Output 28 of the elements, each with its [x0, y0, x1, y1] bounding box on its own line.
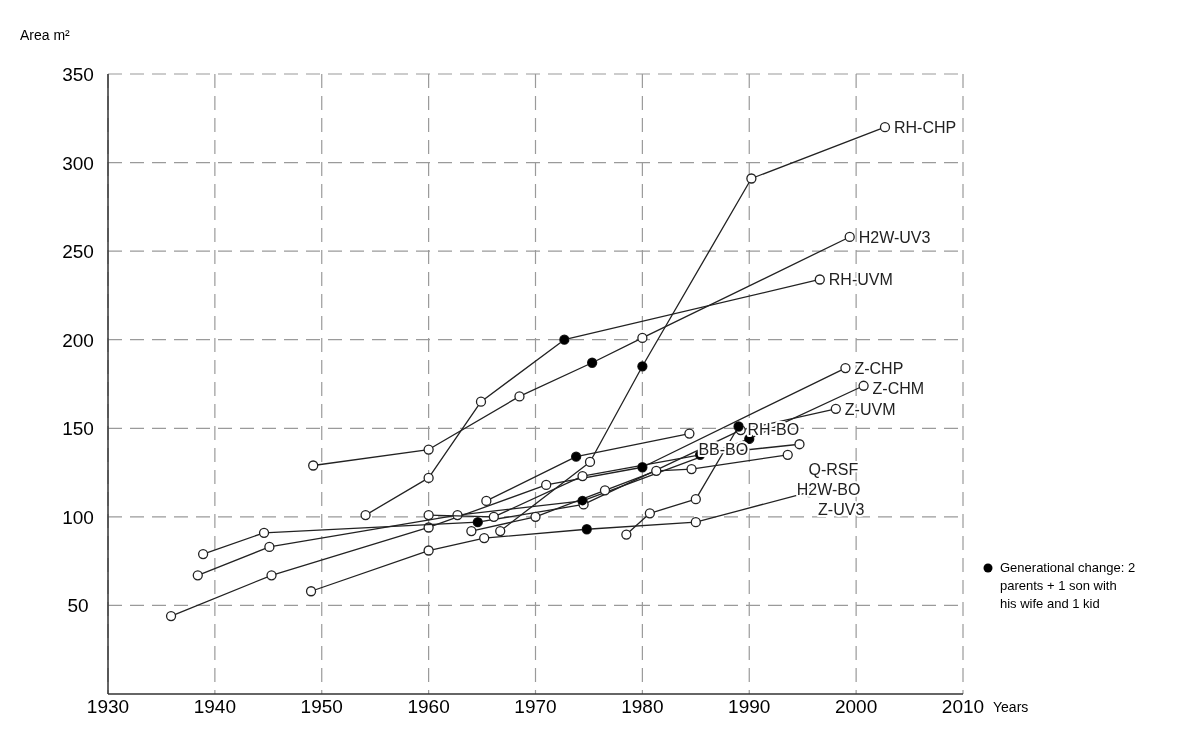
series-label: Z-CHP [854, 360, 904, 378]
x-tick-label: 1930 [86, 696, 130, 717]
y-tick-label: 200 [62, 329, 94, 351]
y-axis-title: Area m² [20, 27, 71, 43]
y-tick-label: 350 [62, 64, 94, 85]
x-tick-label: 1970 [514, 696, 557, 717]
x-tick-label: 1950 [300, 696, 343, 717]
y-tick-label: 300 [62, 152, 94, 174]
series-label: Z-CHM [872, 380, 925, 398]
x-tick-label: 1990 [728, 696, 771, 717]
series-label: Z-UV3 [818, 500, 865, 518]
series-label: RH-UVM [828, 271, 893, 289]
y-tick-label: 250 [62, 241, 94, 263]
x-tick-label: 1980 [621, 696, 664, 717]
y-tick-label: 100 [62, 506, 94, 528]
y-tick-label: 150 [62, 418, 94, 440]
x-tick-label: 2000 [834, 696, 878, 717]
x-tick-label: 1960 [407, 696, 450, 717]
series-label: Z-UVM [844, 400, 896, 418]
y-tick-label: 50 [67, 595, 89, 617]
series-label: Q-RSF [808, 460, 859, 478]
x-axis-title: Years [993, 699, 1029, 715]
series-label: H2W-UV3 [858, 228, 931, 246]
x-tick-label: 2010 [941, 696, 985, 717]
x-tick-label: 1940 [193, 696, 237, 717]
series-label: H2W-BO [796, 480, 861, 498]
series-label: RH-CHP [893, 119, 957, 137]
legend-label: Generational change: 2 parents + 1 son with his wife and 1 kid [1000, 560, 1136, 611]
